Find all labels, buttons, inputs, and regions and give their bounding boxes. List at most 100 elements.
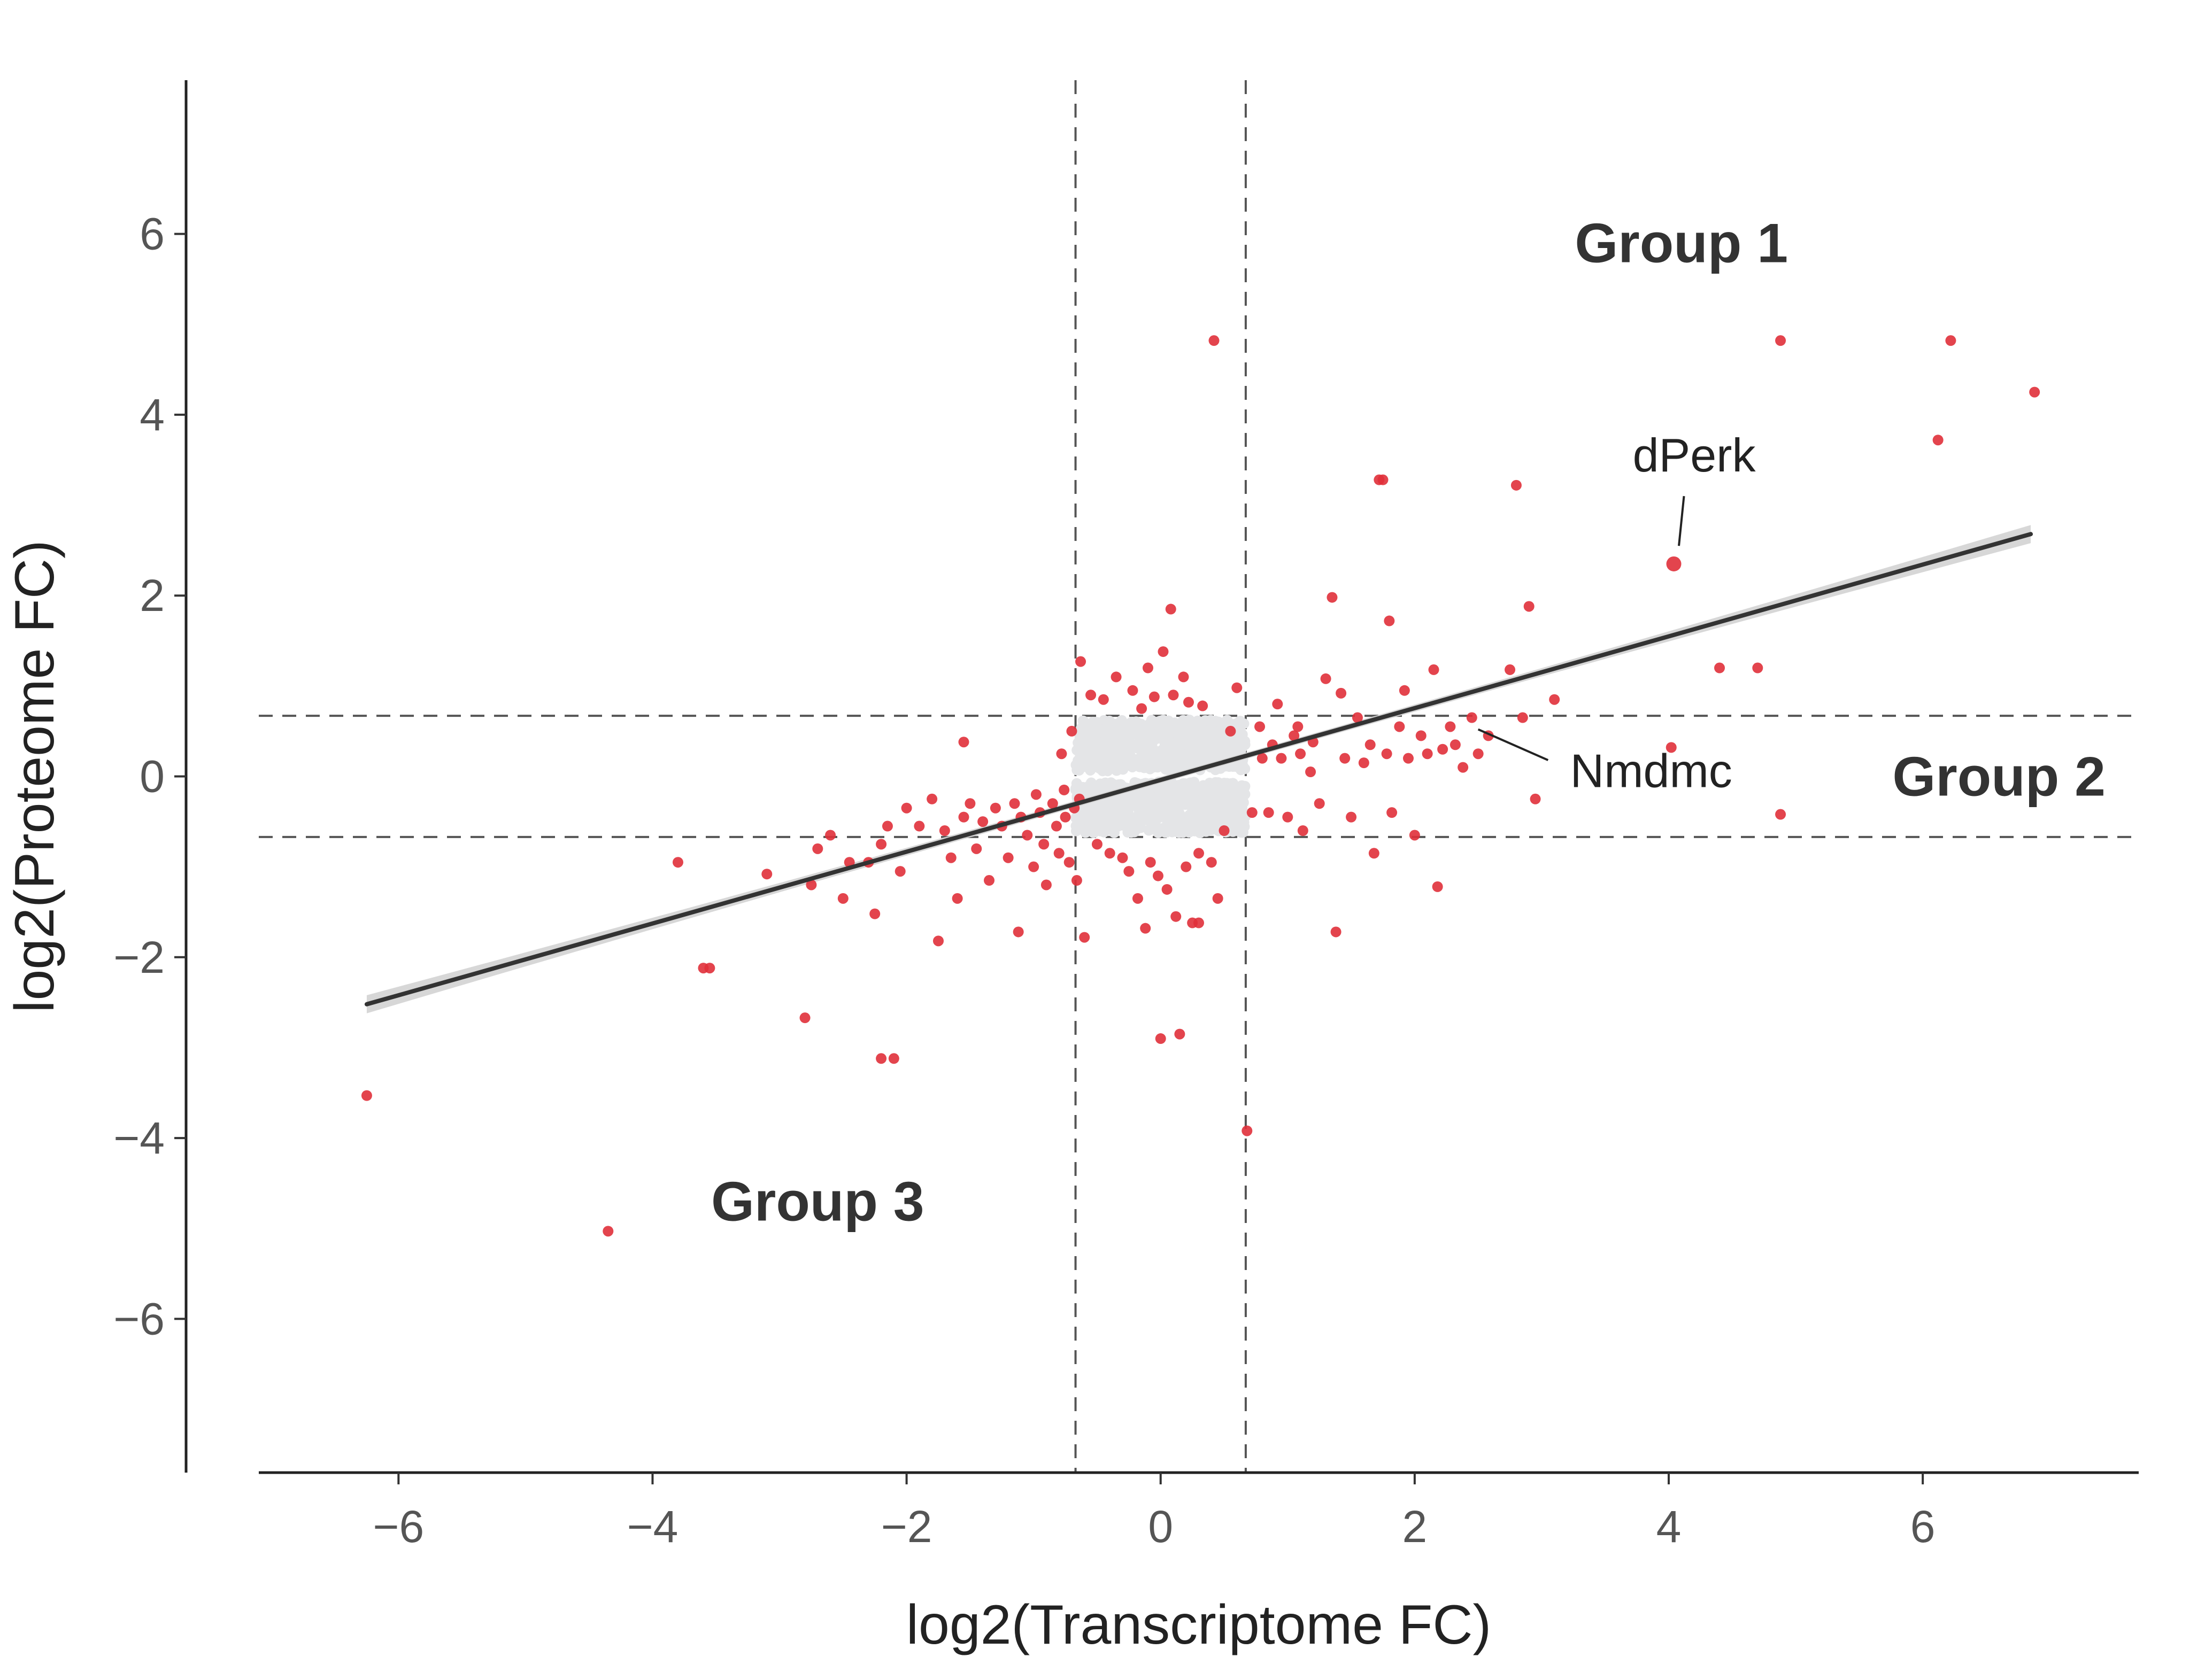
nonsignificant-point [1213, 796, 1224, 808]
nonsignificant-point [1114, 718, 1125, 729]
significant-point [1327, 592, 1338, 603]
significant-point [1415, 730, 1427, 741]
significant-point [1305, 767, 1316, 778]
significant-point [1339, 753, 1351, 764]
dperk-leader-line [1678, 496, 1685, 546]
gene-label-dperk: dPerk [1633, 429, 1756, 482]
nonsignificant-point [1119, 796, 1130, 807]
nonsignificant-point [1165, 740, 1176, 752]
x-tick-label: 6 [1910, 1501, 1936, 1552]
significant-point [977, 816, 989, 827]
significant-point [1945, 335, 1956, 346]
nonsignificant-point [1233, 721, 1244, 732]
nonsignificant-point [1143, 719, 1154, 731]
x-tick-label: −6 [373, 1501, 424, 1552]
significant-point [1517, 712, 1528, 723]
significant-point [1040, 879, 1052, 891]
nonsignificant-point [1216, 811, 1228, 823]
significant-point [1714, 662, 1725, 673]
nonsignificant-point [1105, 733, 1116, 744]
significant-point [1098, 694, 1109, 705]
significant-point [1140, 923, 1151, 934]
significant-point [1158, 646, 1169, 657]
significant-point [1384, 615, 1395, 626]
significant-point [1161, 884, 1173, 895]
significant-point [882, 820, 893, 832]
y-tick-label: 6 [140, 209, 165, 259]
nonsignificant-point [1094, 802, 1106, 813]
nonsignificant-point [1236, 783, 1247, 794]
significant-point [1530, 793, 1541, 804]
nmdmc-leader-line [1477, 728, 1549, 761]
nonsignificant-point [1185, 812, 1196, 823]
significant-point [361, 1090, 372, 1101]
significant-point [1231, 682, 1243, 693]
significant-point [958, 737, 969, 748]
significant-point [1523, 601, 1535, 612]
significant-point [806, 879, 817, 891]
significant-point [1071, 875, 1082, 886]
significant-point [1136, 703, 1147, 714]
significant-point [1472, 748, 1484, 760]
significant-point [1193, 917, 1204, 928]
significant-point [990, 802, 1001, 814]
nonsignificant-point [1134, 806, 1145, 817]
significant-point [812, 843, 823, 854]
significant-point [1168, 690, 1179, 701]
significant-point [914, 820, 925, 832]
gene-label-nmdmc: Nmdmc [1570, 745, 1732, 798]
group-label: Group 2 [1892, 746, 2106, 808]
nonsignificant-point [1111, 765, 1122, 776]
nonsignificant-point [1127, 824, 1138, 835]
significant-point [1212, 893, 1223, 904]
nonsignificant-point [1104, 715, 1115, 726]
significant-point [1091, 839, 1102, 850]
significant-point [1932, 435, 1944, 446]
significant-point [1409, 830, 1420, 841]
nonsignificant-point [1168, 718, 1179, 730]
significant-point [1047, 798, 1058, 809]
nonsignificant-point [1182, 786, 1193, 798]
regression-fit-line [364, 532, 2033, 1007]
nonsignificant-point [1144, 814, 1155, 825]
significant-point [1466, 712, 1477, 723]
y-tick-label: −2 [113, 932, 165, 982]
nonsignificant-point [1155, 727, 1167, 739]
significant-point [1085, 690, 1097, 701]
significant-point [1170, 911, 1182, 922]
significant-point [1432, 881, 1443, 892]
nonsignificant-point [1193, 716, 1205, 727]
significant-point [704, 963, 715, 974]
significant-point [1075, 656, 1086, 667]
nonsignificant-point [1092, 756, 1103, 768]
significant-point [1030, 789, 1042, 800]
nonsignificant-point [1131, 754, 1143, 765]
nonsignificant-point [1074, 756, 1085, 768]
significant-point [1104, 848, 1115, 859]
nonsignificant-point [1192, 730, 1203, 741]
significant-point [952, 893, 963, 904]
threshold-lines [259, 80, 2139, 1473]
nonsignificant-point [1105, 756, 1116, 767]
significant-point [1752, 662, 1763, 673]
nonsignificant-point [1153, 790, 1165, 801]
nonsignificant-point [1127, 729, 1138, 740]
nonsignificant-point [1187, 750, 1198, 761]
nonsignificant-point [1076, 725, 1088, 736]
significant-point [1206, 857, 1217, 868]
nonsignificant-point [1217, 734, 1228, 745]
significant-point [958, 811, 969, 823]
significant-point [1510, 479, 1522, 491]
significant-point [1364, 739, 1376, 750]
significant-point [895, 866, 906, 877]
y-tick-label: 2 [140, 570, 165, 621]
nonsignificant-point [1157, 808, 1168, 819]
significant-point [1063, 857, 1075, 868]
significant-point [1346, 811, 1357, 823]
nonsignificant-point [1186, 722, 1198, 733]
significant-point [1242, 1125, 1253, 1136]
x-tick-label: 2 [1402, 1501, 1428, 1552]
y-tick-label: 4 [140, 390, 165, 440]
nonsignificant-point [1203, 812, 1214, 824]
significant-point [1193, 848, 1204, 859]
